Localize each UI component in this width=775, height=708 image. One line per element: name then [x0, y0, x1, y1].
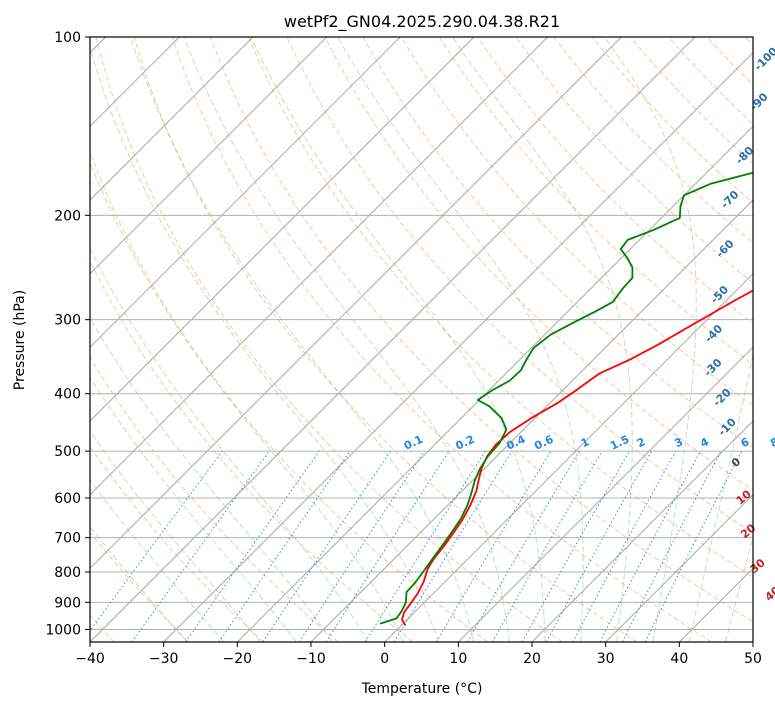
y-tick-label: 700 — [54, 531, 81, 547]
x-axis: −40 −30 −20 −10 0 10 20 30 40 50 — [75, 642, 762, 667]
moist-adiabat-line — [90, 479, 225, 642]
isotherm-line — [90, 37, 328, 275]
y-axis: 1000 900 800 700 600 500 400 300 200 100 — [45, 30, 90, 638]
profile-lines — [379, 171, 753, 627]
y-tick-label: 200 — [54, 208, 81, 224]
dry-adiabat-line — [90, 356, 339, 642]
isotherm-line — [90, 37, 622, 570]
x-tick-label: −30 — [149, 651, 179, 667]
plot-frame — [89, 36, 754, 643]
x-tick-label: 20 — [523, 651, 541, 667]
dry-adiabat-line — [95, 37, 563, 642]
x-tick-label: 10 — [449, 651, 467, 667]
isotherm-line — [384, 272, 753, 642]
dry-adiabat-line — [90, 445, 264, 642]
mixing-ratio-line — [545, 450, 653, 642]
dry-adiabat-line — [438, 37, 753, 366]
mixing-ratio-line — [393, 450, 513, 642]
background-lines — [90, 37, 753, 642]
mixing-ratio-line — [90, 450, 223, 632]
dry-adiabat-line — [90, 531, 190, 642]
y-tick-label: 600 — [54, 491, 81, 507]
mixing-ratio-line — [572, 450, 677, 642]
chart-title: wetPf2_GN04.2025.290.04.38.R21 — [284, 12, 560, 32]
mixing-ratio-line — [298, 450, 425, 642]
dry-adiabat-line — [324, 37, 753, 491]
x-tick-label: 40 — [670, 651, 688, 667]
y-tick-label: 900 — [54, 595, 81, 611]
mixing-ratio-line — [218, 450, 351, 642]
y-axis-label: Pressure (hPa) — [12, 290, 28, 390]
y-tick-label: 500 — [54, 444, 81, 460]
dry-adiabat-line — [171, 37, 712, 642]
x-tick-label: 30 — [597, 651, 615, 667]
moist-adiabat-line — [90, 525, 188, 642]
y-tick-label: 1000 — [45, 622, 81, 638]
x-tick-label: −20 — [223, 651, 253, 667]
moist-adiabat-line — [603, 37, 697, 642]
dry-adiabat-line — [400, 37, 753, 407]
dry-adiabat-line — [248, 37, 753, 578]
moist-adiabat-line — [90, 45, 439, 642]
x-axis-label: Temperature (°C) — [361, 681, 483, 697]
isotherm-line — [90, 37, 254, 201]
dry-adiabat-line — [210, 37, 753, 623]
moist-adiabat-line — [337, 37, 584, 642]
isotherm-line — [90, 37, 696, 642]
isotherm-line — [310, 199, 753, 642]
mixing-ratio-label: 8 — [768, 435, 775, 450]
mixing-ratio-line — [521, 450, 630, 642]
isotherm-line — [531, 420, 753, 642]
y-tick-label: 100 — [54, 30, 81, 46]
mixing-ratio-line — [131, 450, 270, 642]
x-tick-label: −10 — [296, 651, 326, 667]
isotherm-line — [90, 37, 401, 349]
x-tick-label: −40 — [75, 651, 105, 667]
moist-adiabat-line — [90, 246, 369, 642]
moist-adiabat-line — [250, 37, 546, 642]
isotherm-line — [90, 37, 549, 496]
y-tick-label: 800 — [54, 565, 81, 581]
series-line-dewpoint — [379, 171, 753, 625]
isotherm-line — [163, 51, 753, 642]
moist-adiabat-line — [90, 161, 404, 642]
dry-adiabat-line — [515, 37, 753, 284]
dry-adiabat-line — [90, 150, 488, 642]
mixing-ratio-line — [262, 450, 392, 642]
y-tick-label: 300 — [54, 313, 81, 329]
y-tick-label: 400 — [54, 387, 81, 403]
moist-adiabat-line — [90, 430, 261, 642]
mixing-ratio-line — [325, 450, 450, 642]
isotherm-line — [90, 37, 475, 422]
moist-adiabat-line — [90, 316, 333, 642]
x-tick-label: 0 — [380, 651, 389, 667]
isotherm-line — [457, 346, 753, 642]
isotherm-line — [236, 125, 753, 642]
x-tick-label: 50 — [744, 651, 762, 667]
series-line-temperature — [401, 289, 753, 627]
mixing-ratio-line — [185, 450, 320, 642]
moist-adiabat-line — [451, 37, 633, 642]
isotherm-line — [605, 493, 753, 642]
dry-adiabat-line — [133, 37, 638, 642]
moist-adiabat-line — [90, 376, 297, 642]
moist-adiabat-line — [130, 37, 475, 642]
mixing-ratio-line — [644, 450, 743, 642]
